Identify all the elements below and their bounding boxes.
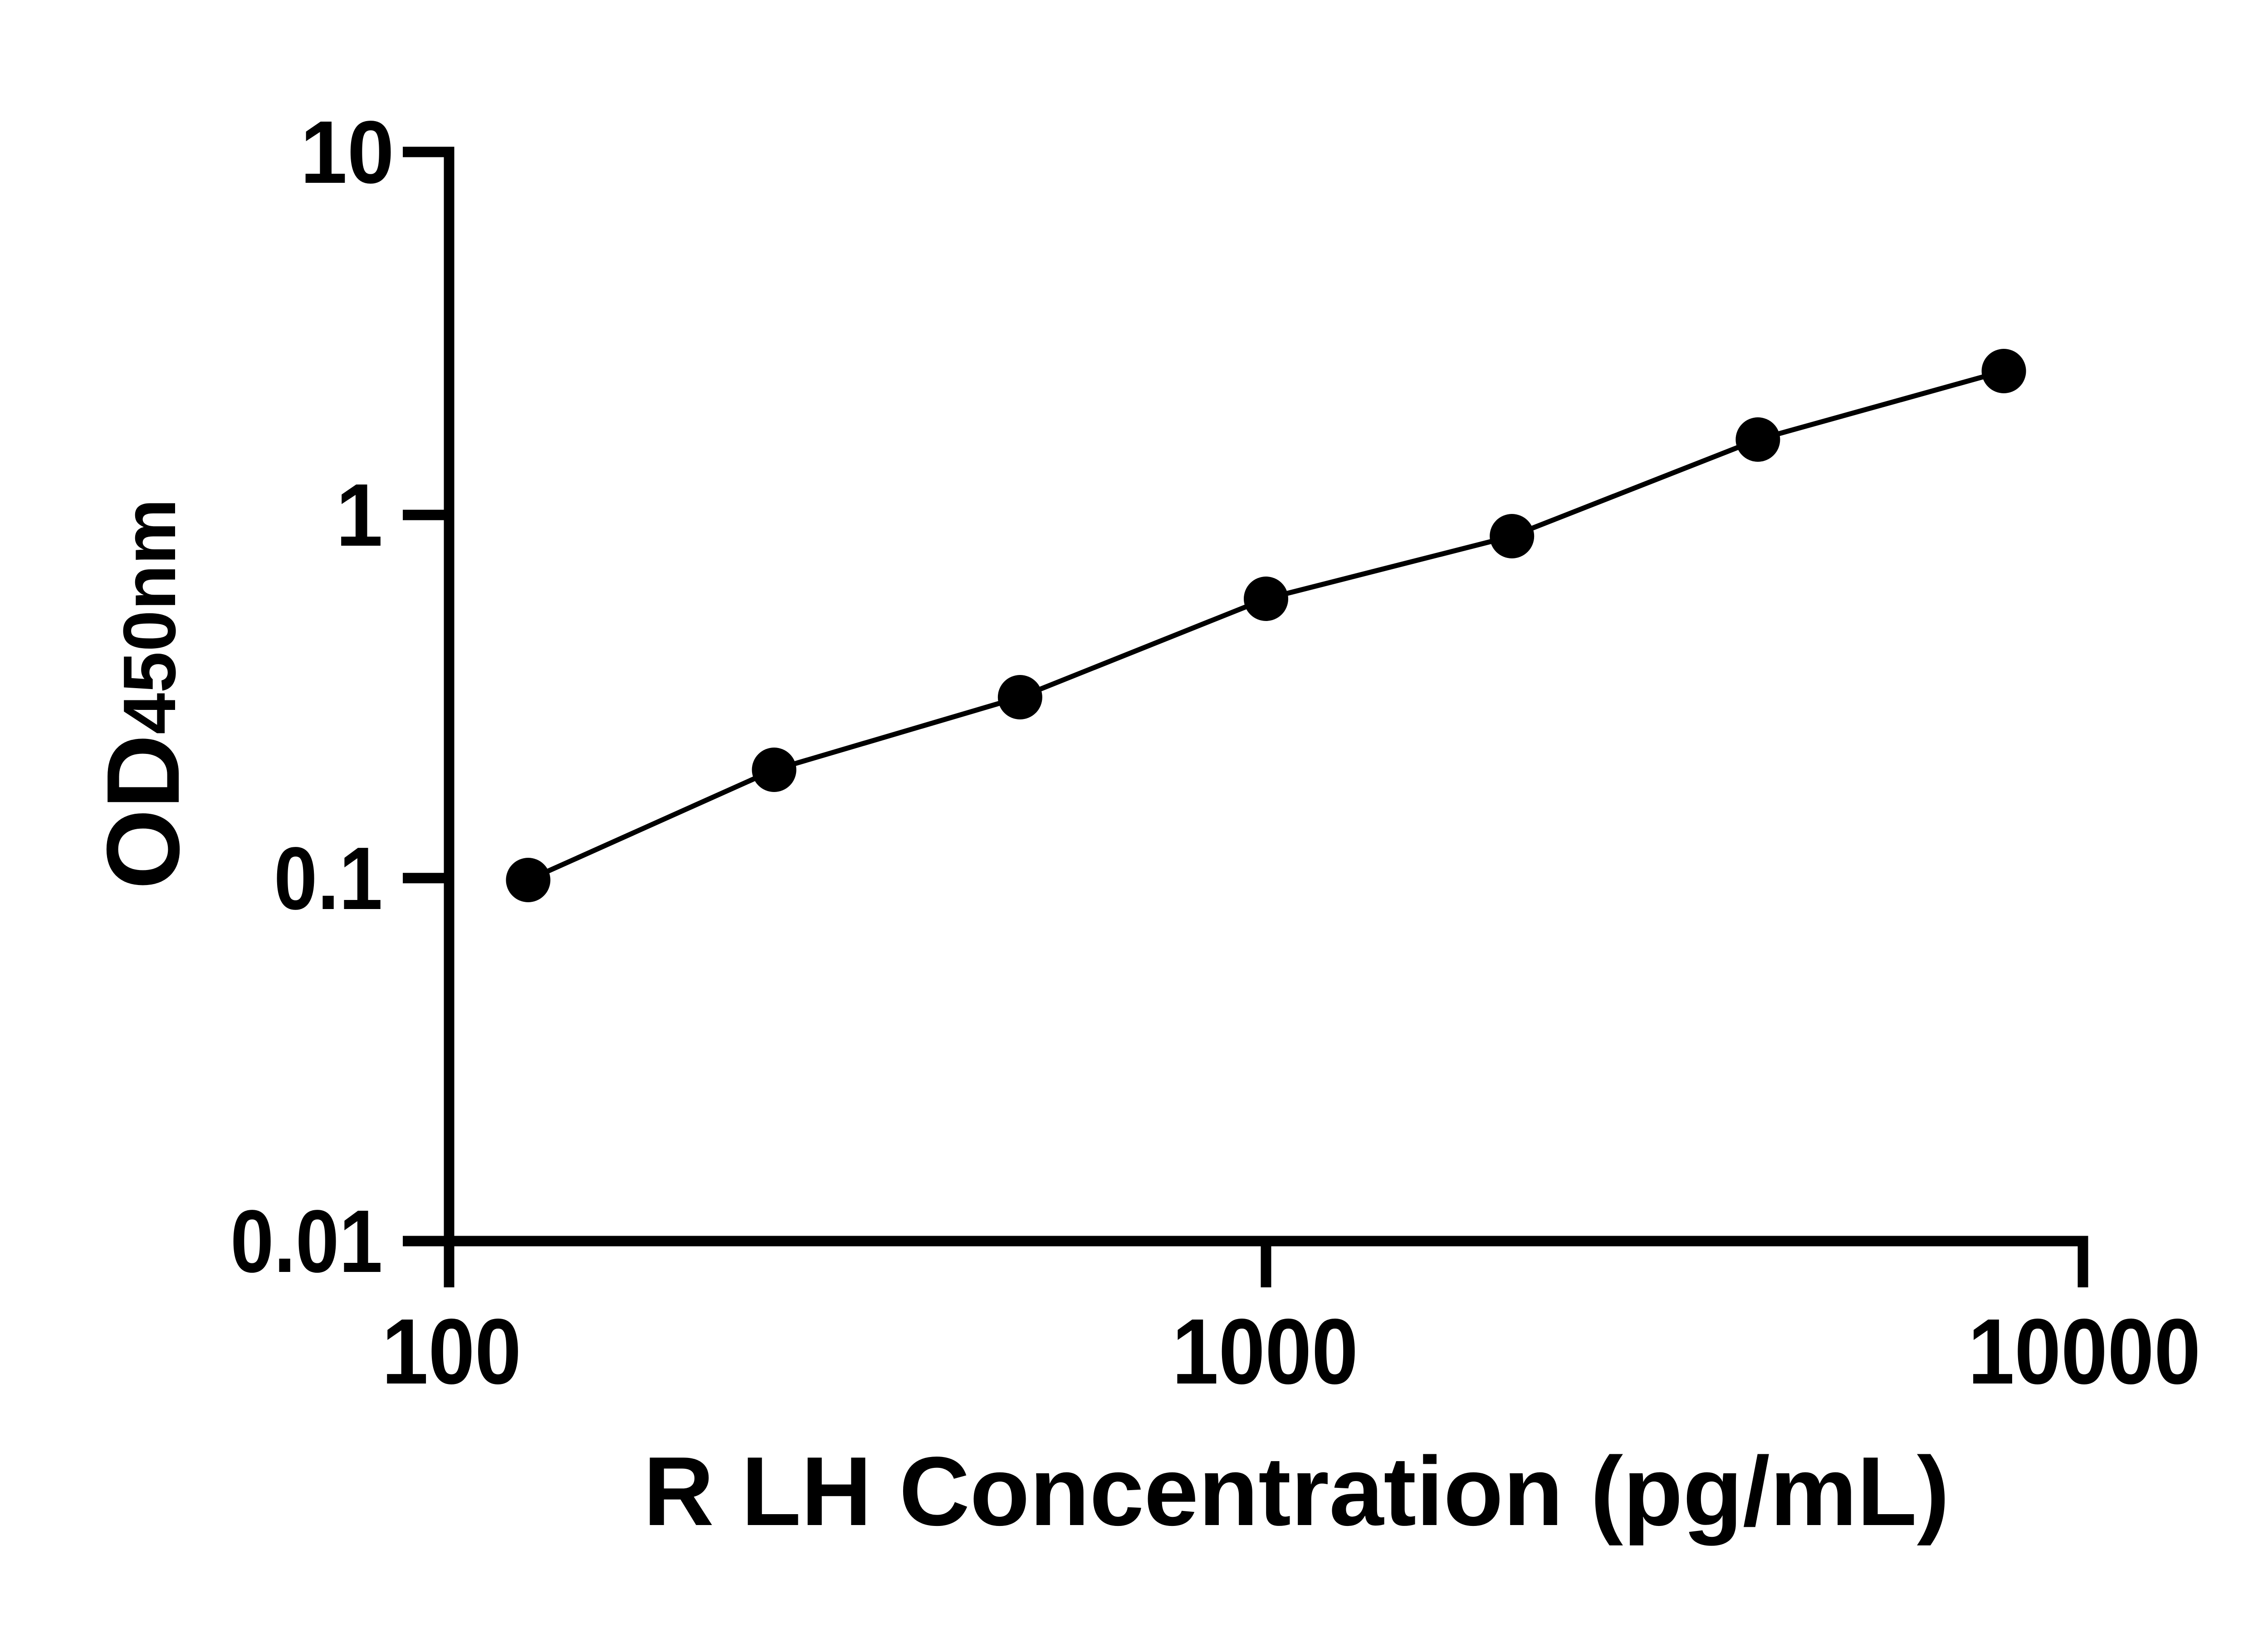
svg-text:100: 100 [382,1300,522,1403]
svg-text:0.01: 0.01 [230,1192,383,1291]
svg-text:1: 1 [336,465,383,565]
svg-text:10000: 10000 [1968,1300,2200,1403]
svg-text:1000: 1000 [1172,1300,1358,1403]
svg-text:0.1: 0.1 [274,829,383,929]
svg-text:R LH Concentration (pg/mL): R LH Concentration (pg/mL) [643,1436,1950,1546]
svg-text:OD450nm: OD450nm [86,499,201,890]
svg-text:10: 10 [300,103,394,202]
